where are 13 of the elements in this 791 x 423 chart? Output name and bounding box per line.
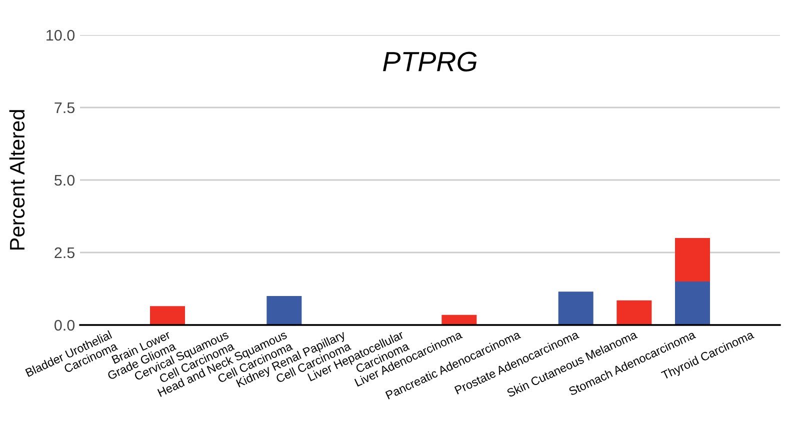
y-tick-label: 0.0 [54,320,75,331]
y-tick-label: 10.0 [46,30,75,41]
chart-title: PTPRG [383,52,477,72]
bar [558,292,594,325]
y-axis-title: Percent Altered [9,110,25,250]
y-tick-label: 7.5 [54,102,74,114]
bar [675,238,710,282]
y-tick-label: 2.5 [54,247,74,258]
bar [675,282,710,325]
bar [150,306,185,325]
bar [266,296,302,325]
y-tick-label: 5.0 [54,174,75,186]
bar [616,300,652,325]
